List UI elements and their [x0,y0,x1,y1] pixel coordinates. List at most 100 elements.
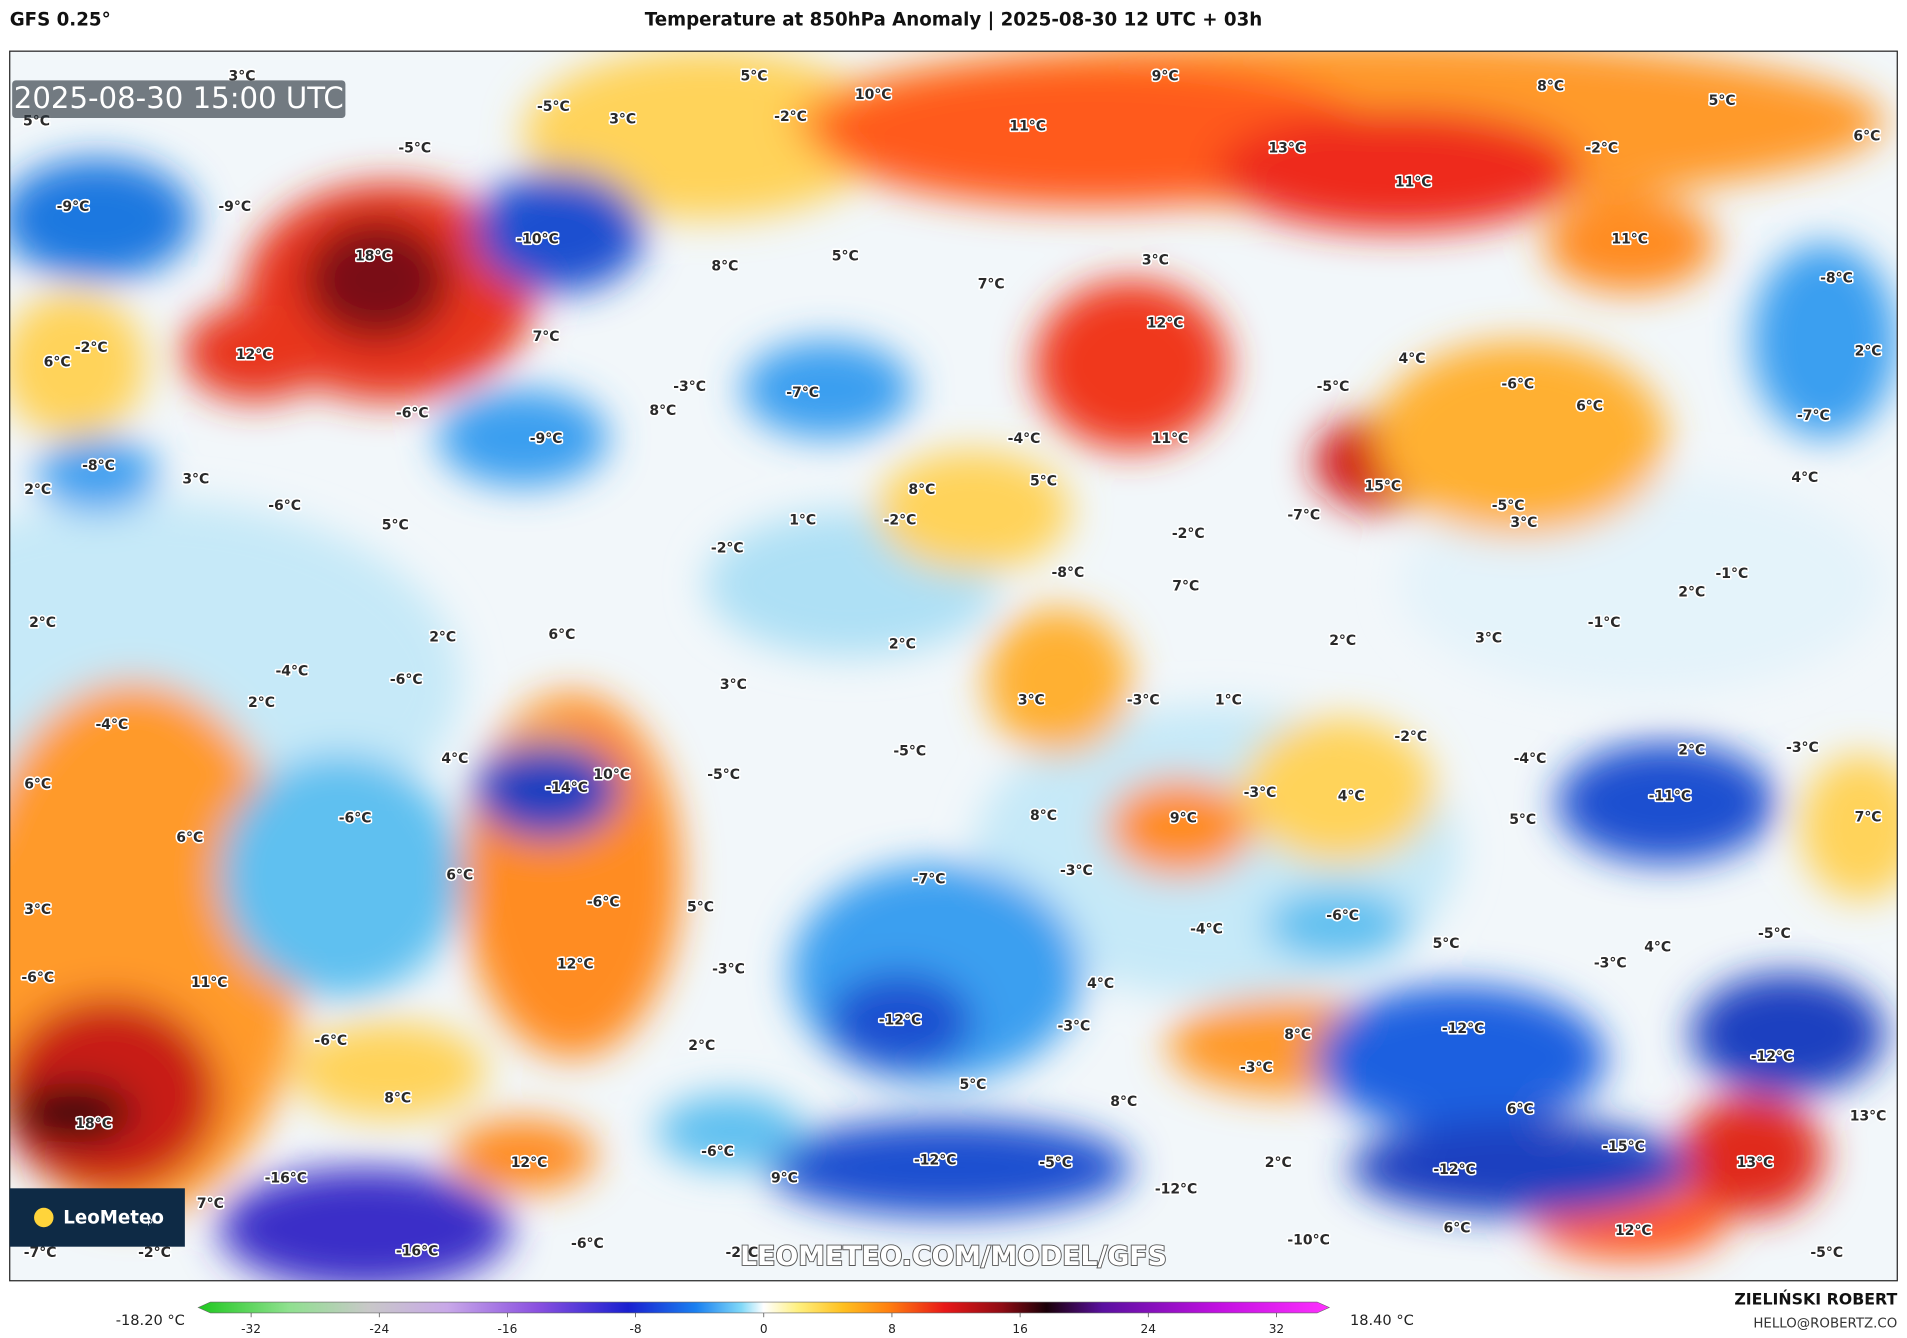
temperature-label: -6°C [268,498,301,514]
anomaly-blob [741,340,913,438]
temperature-label: -12°C [879,1012,921,1028]
temperature-label: -5°C [1810,1245,1843,1261]
temperature-label: -8°C [1051,565,1084,581]
map-border [9,50,1898,1282]
temperature-label: 3°C [24,902,51,918]
temperature-label: 2°C [29,615,56,631]
temperature-label: 4°C [441,751,468,767]
temperature-label: -8°C [1820,271,1853,287]
temperature-label: 12°C [511,1155,548,1171]
anomaly-blob [1678,1094,1825,1217]
colorbar-body [197,1301,1331,1314]
colorbar-tick-label: -24 [369,1322,389,1336]
temperature-label: 1°C [1215,693,1242,709]
temperature-label: -6°C [339,811,372,827]
temperature-label: 5°C [1030,474,1057,490]
temperature-label: 13°C [1737,1155,1774,1171]
colorbar-tick-label: 8 [888,1322,896,1336]
colorbar-tick-label: 32 [1269,1322,1284,1336]
temperature-label: 9°C [771,1171,798,1187]
temperature-label: -2°C [75,340,108,356]
temperature-label: -5°C [707,767,740,783]
colorbar-tick-label: -8 [630,1322,642,1336]
temperature-label: -6°C [1326,908,1359,924]
anomaly-blob [291,1021,487,1119]
logo-suffix: .pl [145,1217,155,1227]
temperature-label: 6°C [176,830,203,846]
anomaly-blob [985,608,1132,755]
temperature-label: 11°C [1152,431,1189,447]
temperature-label: 7°C [1172,578,1199,594]
anomaly-blob [1556,741,1776,864]
temperature-label: 18°C [75,1116,112,1132]
temperature-label: -15°C [1602,1139,1644,1155]
temperature-label: -2°C [1585,140,1618,156]
temperature-label: 8°C [649,403,676,419]
temperature-label: -2°C [774,109,807,125]
temperature-label: 5°C [1509,812,1536,828]
temperature-label: -12°C [1155,1182,1197,1198]
author-name: ZIELIŃSKI ROBERT [1734,1290,1897,1309]
temperature-label: -5°C [398,140,431,156]
anomaly-blob [474,170,645,292]
temperature-label: -6°C [390,672,423,688]
temperature-label: -7°C [913,871,946,887]
temperature-label: -3°C [1786,740,1819,756]
temperature-label: 4°C [1399,351,1426,367]
temperature-label: 12°C [236,347,273,363]
temperature-label: 7°C [533,329,560,345]
anomaly-blob [1349,1118,1691,1217]
temperature-label: -3°C [1244,785,1277,801]
temperature-label: -12°C [1751,1049,1793,1065]
temperature-label: 3°C [1475,631,1502,647]
anomaly-blob [182,304,329,402]
temperature-label: -2°C [711,541,744,557]
anomaly-blob [474,741,621,840]
temperature-label: 11°C [1395,175,1432,191]
temperature-label: 18°C [355,249,392,265]
temperature-label: 10°C [855,87,892,103]
temperature-label: 5°C [1709,93,1736,109]
temperature-label: -6°C [396,406,429,422]
anomaly-blob [1216,109,1582,232]
author-email: HELLO@ROBERTZ.CO [1753,1316,1897,1331]
temperature-label: 8°C [384,1090,411,1106]
temperature-label: -4°C [1190,921,1223,937]
anomaly-blob [218,1167,511,1281]
temperature-label: -6°C [1501,376,1534,392]
temperature-label: 2°C [429,629,456,645]
colorbar-tick-label: 24 [1141,1322,1157,1336]
temperature-label: 2°C [24,482,51,498]
colorbar: -32 -24 -16 -8 0 8 16 24 32 [197,1301,1331,1336]
anomaly-blob [875,450,1071,572]
temperature-label: -6°C [587,895,620,911]
colorbar-tick-label: 16 [1012,1322,1027,1336]
anomaly-blob [1033,279,1229,451]
temperature-label: 12°C [557,957,594,973]
anomaly-blob [218,754,463,998]
anomaly-blob [304,219,450,341]
temperature-label: -3°C [1060,863,1093,879]
temperature-label: 15°C [1364,479,1401,495]
temperature-label: 5°C [1433,936,1460,952]
anomaly-blob [36,437,159,511]
temperature-label: -12°C [1442,1021,1484,1037]
anomaly-blob [12,1082,134,1144]
temperature-label: -1°C [1588,615,1621,631]
temperature-label: 8°C [1284,1027,1311,1043]
temperature-label: -5°C [1039,1155,1072,1171]
temperature-label: 9°C [1170,811,1197,827]
temperature-label: -4°C [1514,751,1547,767]
temperature-label: 6°C [1576,398,1603,414]
temperature-label: 4°C [1338,789,1365,805]
colorbar-min: -18.20 °C [116,1312,185,1329]
temperature-label: -2°C [1172,526,1205,542]
temperature-label: -5°C [537,99,570,115]
temperature-label: -12°C [1433,1162,1475,1178]
temperature-label: -7°C [24,1245,57,1261]
temperature-label: -4°C [276,663,309,679]
temperature-label: 7°C [1855,809,1882,825]
anomaly-blob [1690,973,1886,1095]
temperature-label: -10°C [516,232,558,248]
